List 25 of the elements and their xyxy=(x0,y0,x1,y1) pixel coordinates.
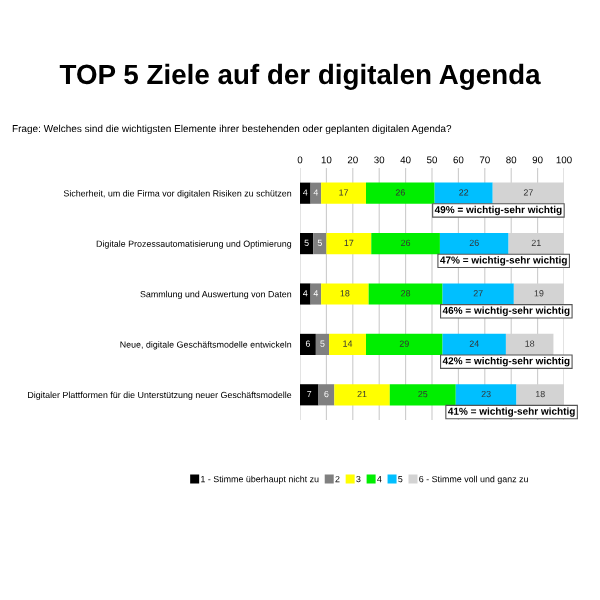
bar xyxy=(321,283,369,305)
bar xyxy=(334,384,390,406)
bar xyxy=(300,384,319,406)
bar xyxy=(321,182,366,204)
bar xyxy=(310,283,322,305)
bar xyxy=(442,283,514,305)
bar xyxy=(300,182,311,204)
bar xyxy=(313,233,327,255)
bar xyxy=(442,333,506,355)
bar xyxy=(368,283,443,305)
bar xyxy=(439,233,509,255)
bar xyxy=(371,233,440,255)
bar xyxy=(455,384,517,406)
bar xyxy=(315,333,330,355)
bar xyxy=(300,333,316,355)
bar xyxy=(434,182,493,204)
bar xyxy=(318,384,335,406)
bar xyxy=(366,182,435,204)
bar xyxy=(326,233,372,255)
bar xyxy=(329,333,366,355)
bar xyxy=(300,283,311,305)
bar xyxy=(300,233,314,255)
bar xyxy=(366,333,443,355)
bar xyxy=(389,384,456,406)
chart-title: TOP 5 Ziele auf der digitalen Agenda xyxy=(59,63,541,90)
